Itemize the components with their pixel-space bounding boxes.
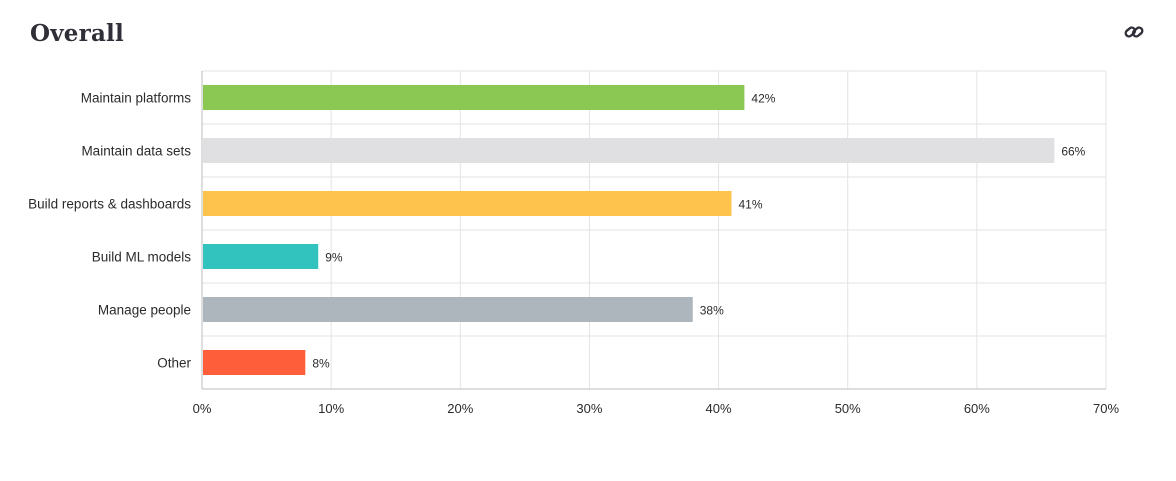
category-label: Maintain data sets	[81, 144, 191, 159]
category-label: Build reports & dashboards	[28, 197, 191, 212]
category-label: Build ML models	[92, 250, 192, 265]
x-tick-label: 60%	[964, 401, 990, 416]
gridlines	[201, 70, 1107, 390]
bar[interactable]	[203, 85, 745, 110]
value-label: 38%	[700, 304, 724, 318]
value-label: 9%	[325, 251, 343, 265]
bar[interactable]	[203, 244, 319, 269]
bars	[203, 85, 1055, 375]
x-tick-label: 30%	[576, 401, 602, 416]
x-tick-label: 10%	[318, 401, 344, 416]
x-tick-label: 70%	[1093, 401, 1119, 416]
x-tick-label: 0%	[193, 401, 212, 416]
value-label: 41%	[738, 198, 762, 212]
x-tick-label: 50%	[835, 401, 861, 416]
page-title: Overall	[30, 20, 124, 47]
category-label: Maintain platforms	[81, 91, 192, 106]
copy-link-button[interactable]	[1122, 21, 1146, 43]
value-label: 66%	[1061, 145, 1085, 159]
x-tick-label: 20%	[447, 401, 473, 416]
value-label: 8%	[312, 357, 330, 371]
link-icon	[1124, 26, 1144, 38]
bar[interactable]	[203, 297, 693, 322]
category-label: Manage people	[98, 303, 191, 318]
value-label: 42%	[751, 92, 775, 106]
bar[interactable]	[203, 191, 732, 216]
category-label: Other	[157, 356, 191, 371]
labels: 0% 10% 20% 30% 40% 50% 60% 70% Maintain platform…	[28, 91, 1119, 417]
bar[interactable]	[203, 138, 1055, 163]
bar[interactable]	[203, 350, 306, 375]
x-tick-label: 40%	[706, 401, 732, 416]
